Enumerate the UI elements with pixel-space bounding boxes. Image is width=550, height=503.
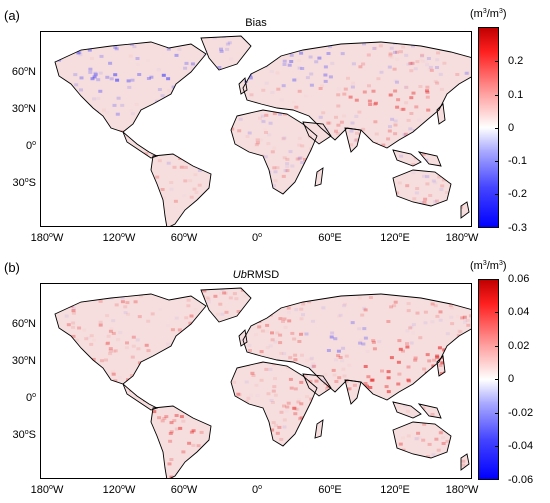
lat-label-30n: 30oN xyxy=(11,355,36,367)
colorbar-tick: -0.04 xyxy=(508,440,534,452)
coastlines xyxy=(54,35,471,226)
panel-ubrmsd: (b) UbRMSD xyxy=(0,252,550,503)
colorbar-tick: -0.06 xyxy=(508,474,534,486)
lon-label-120w: 120oW xyxy=(102,232,136,244)
land-value-field xyxy=(55,288,471,478)
lat-label-0: 0o xyxy=(25,140,36,152)
lon-label-0: 0o xyxy=(251,232,263,244)
land-value-field xyxy=(55,36,471,226)
lon-label-60e: 60oE xyxy=(318,232,342,244)
lat-label-60n: 60oN xyxy=(11,318,36,330)
coastlines xyxy=(54,287,471,478)
lon-label-120w: 120oW xyxy=(102,484,136,496)
world-map-bias xyxy=(40,31,472,227)
lon-label-0: 0o xyxy=(251,484,263,496)
lon-label-180w: 180oW xyxy=(30,232,64,244)
lon-label-180w: 180oW xyxy=(30,484,64,496)
lon-label-180w-right: 180oW xyxy=(445,484,479,496)
lat-label-60n: 60oN xyxy=(11,66,36,78)
panel-bias: (a) Bias xyxy=(0,0,550,251)
colorbar-tick: 0 xyxy=(508,122,515,134)
lon-label-120e: 120oE xyxy=(380,232,410,244)
lon-label-120e: 120oE xyxy=(380,484,410,496)
colorbar-tick: -0.3 xyxy=(508,222,527,234)
lon-label-60e: 60oE xyxy=(318,484,342,496)
colorbar-unit: (m3/m3) xyxy=(470,8,507,20)
colorbar-unit: (m3/m3) xyxy=(470,260,507,272)
colorbar-tick: -0.2 xyxy=(508,188,527,200)
lat-label-0: 0o xyxy=(25,392,36,404)
colorbar-tick: 0.02 xyxy=(508,340,530,352)
lon-label-180w-right: 180oW xyxy=(445,232,479,244)
lat-label-30n: 30oN xyxy=(11,103,36,115)
colorbar-tick: -0.02 xyxy=(508,407,534,419)
panel-label: (b) xyxy=(4,260,20,275)
lon-label-60w: 60oW xyxy=(170,232,198,244)
panel-title: UbRMSD xyxy=(232,269,280,281)
lat-label-30s: 30oS xyxy=(12,429,37,441)
colorbar-tick: 0.2 xyxy=(508,55,524,67)
panel-label: (a) xyxy=(4,8,20,23)
world-map-ubrmsd xyxy=(40,283,472,479)
colorbar-tick: 0.1 xyxy=(508,89,524,101)
panel-title: Bias xyxy=(245,17,267,29)
colorbar-tick: 0.06 xyxy=(508,273,530,285)
lat-label-30s: 30oS xyxy=(12,177,37,189)
colorbar-tick: -0.1 xyxy=(508,155,527,167)
lon-label-60w: 60oW xyxy=(170,484,198,496)
colorbar-tick: 0.04 xyxy=(508,306,530,318)
colorbar-tick: 0 xyxy=(508,373,515,385)
colorbar xyxy=(478,27,499,228)
